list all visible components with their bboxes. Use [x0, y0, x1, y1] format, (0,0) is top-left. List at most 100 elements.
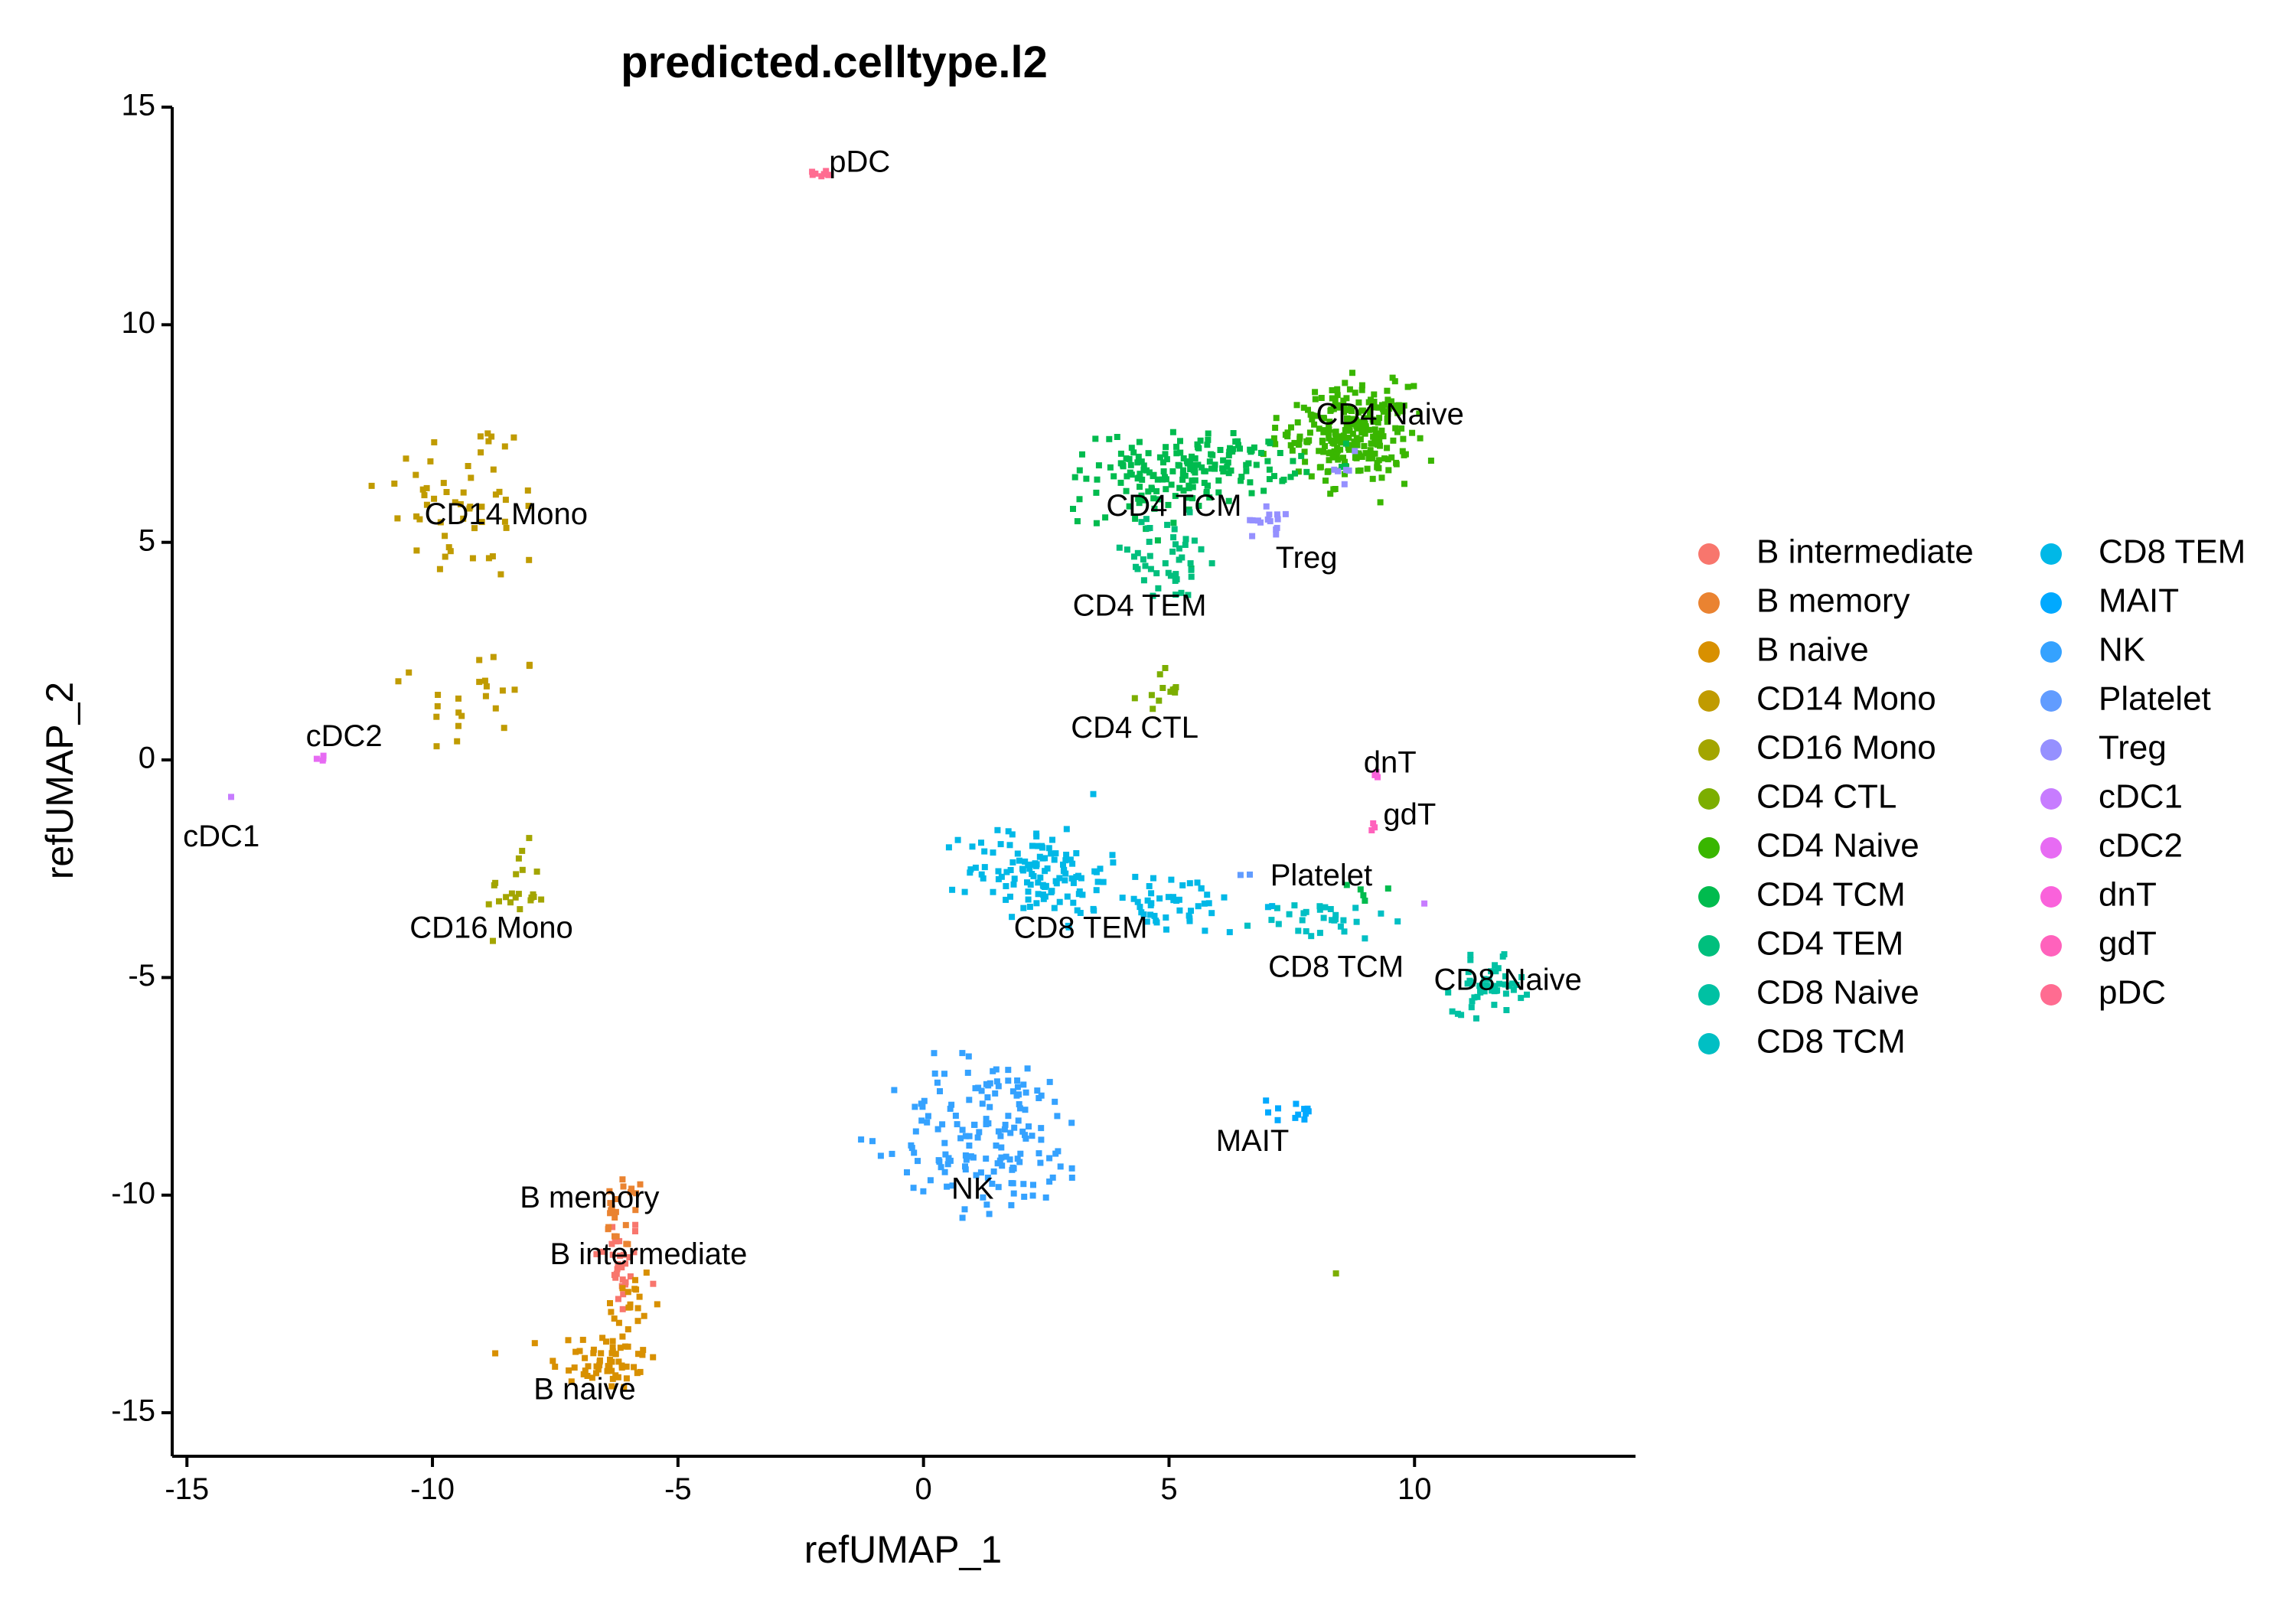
point-nk [965, 1053, 972, 1060]
point-nk [858, 1136, 865, 1143]
point-cd14-mono [471, 525, 478, 532]
point-cd8-tem [1026, 865, 1033, 872]
point-cd4-tcm [1138, 458, 1145, 465]
point-cd16-mono [496, 898, 502, 905]
point-cd8-naive [1518, 995, 1525, 1002]
point-cd4-ctl [1162, 665, 1169, 671]
point-b-intermediate [620, 1291, 627, 1298]
point-b-intermediate [593, 1250, 600, 1257]
point-cd4-tem [1146, 553, 1153, 559]
point-cd4-naive [1309, 416, 1316, 422]
point-nk [962, 1166, 969, 1173]
series-cd4-tem [1116, 509, 1215, 599]
point-cd8-tem [1051, 856, 1058, 863]
point-cd14-mono [492, 491, 499, 498]
point-nk [1046, 1178, 1053, 1185]
point-cd4-naive [1332, 397, 1339, 404]
point-cd4-tcm [1180, 467, 1186, 474]
point-cd4-naive [1330, 486, 1337, 493]
point-cd4-tem [1131, 553, 1137, 560]
point-b-naive [621, 1384, 628, 1390]
legend-key-treg [2040, 739, 2062, 761]
point-nk [1013, 1092, 1020, 1099]
point-nk [931, 1070, 938, 1077]
point-nk [998, 1154, 1005, 1161]
point-cd8-tem [1022, 858, 1029, 865]
point-nk [976, 1129, 983, 1136]
point-cd14-mono [455, 695, 461, 702]
point-cd8-naive [1479, 982, 1486, 989]
point-nk [934, 1126, 941, 1133]
point-cd16-mono [519, 847, 526, 854]
legend-item-gdt: gdT [2040, 925, 2157, 963]
point-nk [971, 1121, 978, 1128]
point-cd4-naive [1341, 403, 1348, 409]
point-cd14-mono [455, 709, 462, 716]
point-cd14-mono [395, 678, 402, 685]
point-cd8-tem [1201, 900, 1208, 907]
point-cd8-tem [1078, 875, 1084, 882]
point-nk [869, 1138, 876, 1145]
point-nk [983, 1156, 990, 1162]
point-cd4-naive [1329, 387, 1336, 393]
point-mait [1265, 1109, 1271, 1116]
cluster-label-treg: Treg [1276, 541, 1338, 575]
y-axis-title: refUMAP_2 [38, 682, 81, 879]
point-nk [998, 1144, 1005, 1151]
point-b-naive [608, 1309, 615, 1315]
point-cd4-naive [1402, 451, 1409, 458]
point-nk [985, 1120, 992, 1126]
point-cd8-naive [1510, 986, 1517, 993]
point-cd4-tem [1146, 539, 1153, 545]
point-b-memory [606, 1188, 613, 1195]
point-cd4-naive [1293, 402, 1300, 409]
point-cd4-naive [1349, 370, 1355, 376]
point-nk [1037, 1159, 1044, 1166]
point-nk [984, 1175, 991, 1181]
point-cd4-tcm [1298, 452, 1305, 459]
point-nk [918, 1117, 925, 1124]
point-cd4-tem [1191, 537, 1198, 544]
point-cd4-tcm [1237, 445, 1243, 452]
legend-label-mait: MAIT [2099, 582, 2179, 620]
point-cd4-tcm [1117, 479, 1124, 486]
point-cd8-naive [1471, 994, 1478, 1001]
point-cd4-naive [1381, 455, 1388, 462]
point-cd4-tem [1188, 566, 1195, 573]
point-nk [911, 1149, 918, 1156]
point-cd4-naive [1384, 396, 1391, 403]
point-cd16-mono [526, 835, 533, 842]
point-nk [992, 1090, 999, 1097]
point-cd8-tem [1025, 896, 1032, 903]
point-nk [1007, 1129, 1014, 1136]
point-cd4-tem [1176, 545, 1182, 552]
point-nk [999, 1162, 1006, 1169]
point-cd14-mono [484, 430, 491, 437]
point-cd4-tcm [1217, 447, 1224, 453]
cluster-label-platelet: Platelet [1270, 859, 1372, 892]
point-cd8-tem [1005, 828, 1012, 835]
point-cd4-tcm [1195, 445, 1202, 451]
point-b-naive [607, 1300, 613, 1306]
point-cd4-tcm [1292, 470, 1298, 477]
legend-key-pdc [2040, 984, 2062, 1006]
point-nk [919, 1103, 926, 1110]
point-b-naive [565, 1337, 572, 1344]
point-cd4-tcm [1224, 463, 1231, 470]
point-pdc [826, 171, 833, 178]
point-cd4-naive [1356, 419, 1363, 425]
point-cd4-tcm [1179, 476, 1186, 483]
cluster-label-gdt: gdT [1383, 798, 1436, 832]
point-b-naive [568, 1378, 575, 1385]
point-cd8-tem [1056, 898, 1063, 905]
point-nk [1016, 1105, 1023, 1112]
point-cd14-mono [526, 663, 533, 670]
point-cd4-tem [1187, 560, 1194, 567]
point-cd8-tcm [1316, 906, 1323, 913]
point-cd16-mono [507, 899, 514, 906]
point-cd14-mono [447, 548, 454, 555]
point-cd4-tcm [1215, 489, 1222, 496]
point-b-intermediate [611, 1272, 618, 1279]
point-cd8-tem [1119, 895, 1126, 901]
point-cd8-tem [1202, 927, 1208, 934]
